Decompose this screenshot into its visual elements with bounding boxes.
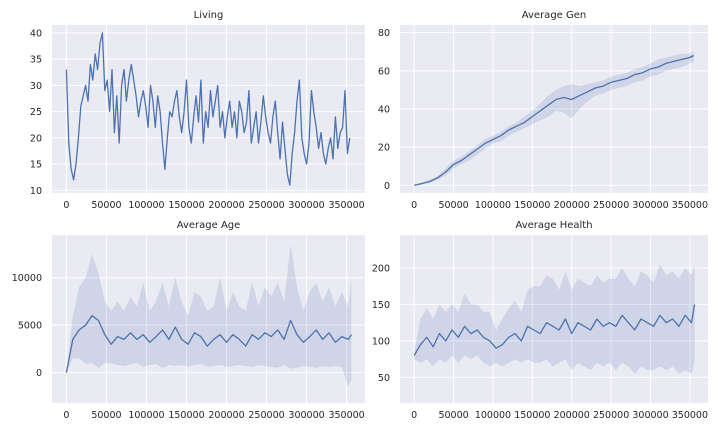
x-tick-label: 200000 bbox=[208, 410, 244, 421]
chart-title: Average Gen bbox=[522, 10, 586, 21]
x-tick-label: 250000 bbox=[248, 200, 284, 211]
x-tick-label: 150000 bbox=[168, 200, 204, 211]
x-tick-label: 300000 bbox=[632, 200, 668, 211]
x-tick-label: 100000 bbox=[128, 200, 164, 211]
panel-living: 0 50000 100000 150000 200000 250000 300000 3500… bbox=[30, 10, 365, 211]
x-tick-label: 250000 bbox=[593, 410, 629, 421]
x-tick-label: 200000 bbox=[554, 200, 590, 211]
y-tick-label: 150 bbox=[372, 300, 390, 311]
chart-title: Average Age bbox=[177, 220, 241, 231]
x-tick-label: 0 bbox=[411, 410, 417, 421]
y-tick-label: 200 bbox=[372, 263, 390, 274]
x-tick-label: 0 bbox=[63, 410, 69, 421]
panel-average-health: 0 50000 100000 150000 200000 250000 300000 3500… bbox=[372, 220, 708, 421]
confidence-band bbox=[66, 244, 352, 387]
chart-title: Average Health bbox=[515, 220, 592, 231]
y-tick-label: 0 bbox=[36, 368, 42, 379]
y-tick-label: 10000 bbox=[12, 273, 42, 284]
y-tick-label: 50 bbox=[378, 373, 390, 384]
x-tick-label: 150000 bbox=[514, 200, 550, 211]
x-tick-label: 150000 bbox=[514, 410, 550, 421]
confidence-band bbox=[414, 264, 695, 374]
x-tick-label: 200000 bbox=[554, 410, 590, 421]
plot-area bbox=[52, 25, 365, 193]
x-tick-label: 350000 bbox=[672, 200, 708, 211]
x-tick-label: 50000 bbox=[438, 410, 468, 421]
series-line bbox=[414, 54, 695, 187]
x-tick-label: 250000 bbox=[593, 200, 629, 211]
plot-area bbox=[52, 235, 365, 403]
y-tick-label: 10 bbox=[30, 186, 42, 197]
confidence-band bbox=[414, 51, 694, 186]
chart-title: Living bbox=[194, 10, 224, 21]
y-tick-label: 5000 bbox=[18, 321, 42, 332]
y-tick-label: 100 bbox=[372, 336, 390, 347]
y-tick-label: 35 bbox=[30, 55, 42, 66]
x-tick-label: 100000 bbox=[475, 200, 511, 211]
x-tick-label: 300000 bbox=[632, 410, 668, 421]
x-tick-label: 350000 bbox=[328, 410, 364, 421]
y-tick-label: 20 bbox=[378, 143, 390, 154]
x-tick-label: 200000 bbox=[208, 200, 244, 211]
x-tick-label: 50000 bbox=[91, 410, 121, 421]
y-tick-label: 40 bbox=[378, 105, 390, 116]
series-line bbox=[413, 304, 696, 356]
x-tick-label: 300000 bbox=[288, 200, 324, 211]
x-tick-label: 0 bbox=[63, 200, 69, 211]
x-tick-label: 100000 bbox=[128, 410, 164, 421]
x-tick-label: 100000 bbox=[475, 410, 511, 421]
x-tick-label: 300000 bbox=[288, 410, 324, 421]
y-tick-label: 20 bbox=[30, 133, 42, 144]
x-tick-label: 50000 bbox=[91, 200, 121, 211]
series-line bbox=[65, 315, 352, 373]
y-tick-label: 0 bbox=[384, 181, 390, 192]
y-tick-label: 30 bbox=[30, 81, 42, 92]
y-tick-label: 15 bbox=[30, 160, 42, 171]
series-line bbox=[65, 32, 351, 186]
x-tick-label: 150000 bbox=[168, 410, 204, 421]
x-tick-label: 350000 bbox=[672, 410, 708, 421]
y-tick-label: 80 bbox=[378, 28, 390, 39]
y-tick-label: 25 bbox=[30, 107, 42, 118]
y-tick-label: 40 bbox=[30, 28, 42, 39]
x-tick-label: 0 bbox=[411, 200, 417, 211]
panel-average-gen: 0 50000 100000 150000 200000 250000 300000 3500… bbox=[378, 10, 708, 211]
x-tick-label: 50000 bbox=[438, 200, 468, 211]
panel-average-age: 0 50000 100000 150000 200000 250000 300000 3500… bbox=[12, 220, 365, 421]
y-tick-label: 60 bbox=[378, 66, 390, 77]
x-tick-label: 350000 bbox=[328, 200, 364, 211]
plot-area bbox=[400, 235, 708, 403]
x-tick-label: 250000 bbox=[248, 410, 284, 421]
